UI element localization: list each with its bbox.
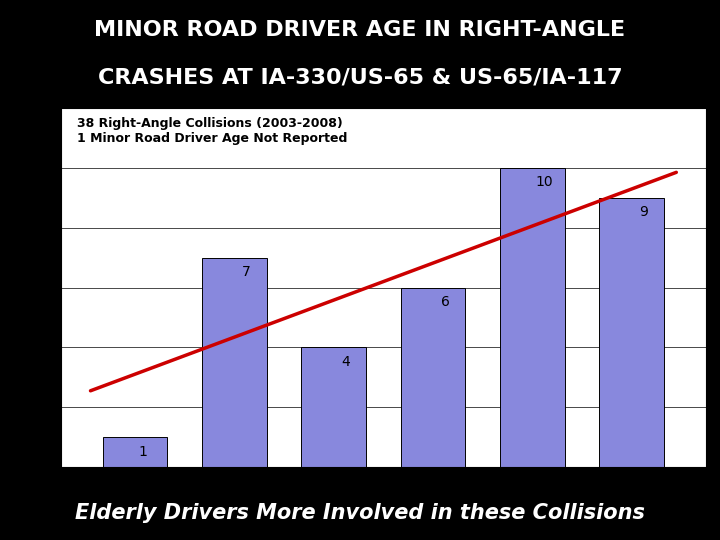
Text: MINOR ROAD DRIVER AGE IN RIGHT-ANGLE: MINOR ROAD DRIVER AGE IN RIGHT-ANGLE xyxy=(94,20,626,40)
Text: Elderly Drivers More Involved in these Collisions: Elderly Drivers More Involved in these C… xyxy=(75,503,645,523)
Text: 7: 7 xyxy=(242,265,251,279)
Text: CRASHES AT IA-330/US-65 & US-65/IA-117: CRASHES AT IA-330/US-65 & US-65/IA-117 xyxy=(98,68,622,88)
Text: 38 Right-Angle Collisions (2003-2008)
1 Minor Road Driver Age Not Reported: 38 Right-Angle Collisions (2003-2008) 1 … xyxy=(77,117,348,145)
Text: 4: 4 xyxy=(341,355,350,369)
Bar xyxy=(500,168,564,467)
X-axis label: Minor Road Driver Age: Minor Road Driver Age xyxy=(305,490,462,504)
Bar xyxy=(401,287,465,467)
Bar xyxy=(302,347,366,467)
Y-axis label: Frequency: Frequency xyxy=(21,252,35,323)
Bar xyxy=(202,258,266,467)
Text: 6: 6 xyxy=(441,295,449,309)
Bar xyxy=(599,198,664,467)
Text: 1: 1 xyxy=(139,444,148,458)
Text: 10: 10 xyxy=(536,176,553,190)
Text: 9: 9 xyxy=(639,205,648,219)
Bar xyxy=(103,437,168,467)
